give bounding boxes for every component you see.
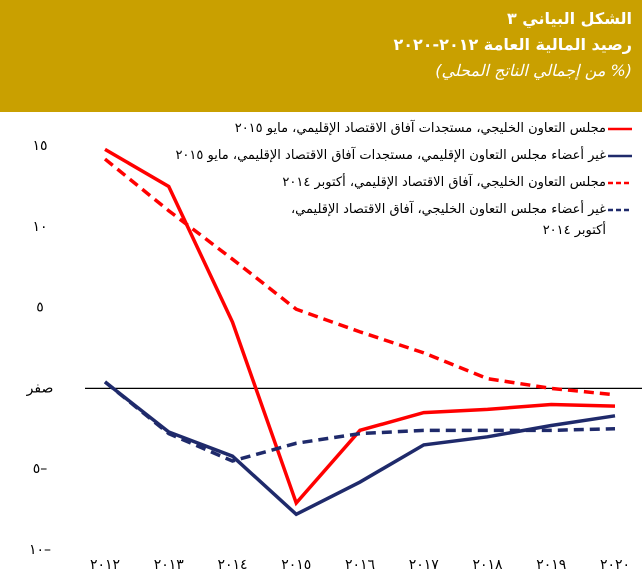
x-tick-label: ٢٠١٤ [217,557,247,573]
legend-swatch [608,154,632,158]
y-tick-label: ١٠ [32,219,47,235]
legend-label: مجلس التعاون الخليجي، مستجدات آفاق الاقت… [234,121,606,136]
series-line [103,380,616,463]
x-tick-label: ٢٠٢٠ [600,557,630,573]
y-tick-label: ٥ [36,300,44,316]
legend-swatch [608,181,632,185]
legend-label: غير أعضاء مجلس التعاون الإقليمي، مستجدات… [175,148,606,163]
chart-title: الشكل البياني ٣ [506,9,632,28]
x-tick-label: ٢٠١٨ [472,557,503,573]
x-tick-label: ٢٠١٧ [409,557,440,573]
y-tick-label: ١٥ [32,138,47,154]
legend-label: غير أعضاء مجلس التعاون الخليجي، آفاق الا… [290,202,606,238]
legend-swatch [608,127,632,131]
x-tick-label: ٢٠١٢ [90,557,120,573]
chart-subtitle: رصيد المالية العامة ٢٠١٢-٢٠٢٠ [393,35,632,54]
x-tick-label: ٢٠١٥ [281,557,311,573]
y-tick-label: ٥– [33,461,48,477]
legend-item: مجلس التعاون الخليجي، آفاق الاقتصاد الإق… [175,172,632,193]
series-line [104,147,616,507]
series-line [103,380,616,517]
series-line [103,157,616,397]
legend-item: غير أعضاء مجلس التعاون الإقليمي، مستجدات… [175,145,632,166]
x-tick-label: ٢٠١٩ [536,557,566,573]
legend-item: غير أعضاء مجلس التعاون الخليجي، آفاق الا… [175,199,632,241]
legend-label: مجلس التعاون الخليجي، آفاق الاقتصاد الإق… [282,175,606,190]
legend: مجلس التعاون الخليجي، مستجدات آفاق الاقت… [175,118,632,247]
x-tick-label: ٢٠١٦ [345,557,375,573]
legend-swatch [608,208,632,212]
y-axis-label: (% من إجمالي الناتج المحلي) [435,61,632,80]
legend-item: مجلس التعاون الخليجي، مستجدات آفاق الاقت… [175,118,632,139]
y-tick-label: ١٠– [29,542,51,558]
y-tick-label: صفر [26,380,54,396]
header: الشكل البياني ٣ رصيد المالية العامة ٢٠١٢… [0,0,642,112]
x-tick-label: ٢٠١٣ [154,557,185,573]
